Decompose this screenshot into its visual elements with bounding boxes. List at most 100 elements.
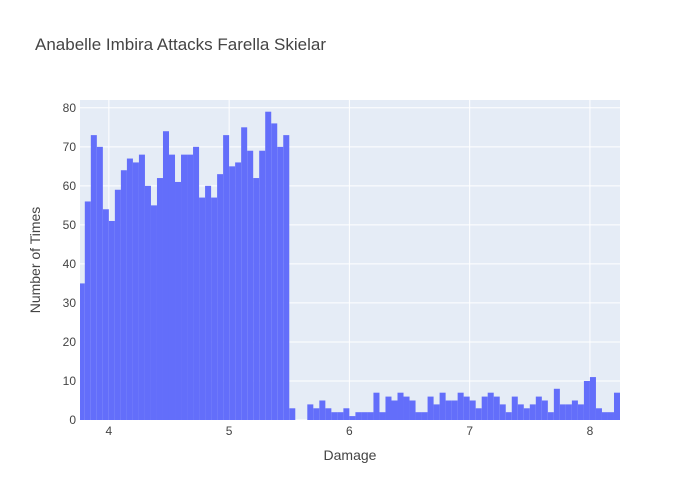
histogram-bar-57	[421, 412, 428, 420]
histogram-bar-70	[499, 404, 506, 420]
y-tick-label: 0	[69, 413, 76, 427]
histogram-bar-56	[415, 412, 422, 420]
histogram-bar-48	[367, 412, 374, 420]
histogram-bar-75	[529, 404, 536, 420]
histogram-bar-3	[96, 146, 103, 420]
histogram-bar-17	[181, 154, 188, 420]
histogram-bar-25	[229, 166, 236, 420]
histogram-bar-53	[397, 392, 404, 420]
histogram-bar-46	[355, 412, 362, 420]
histogram-bar-24	[223, 135, 230, 420]
histogram-bar-0	[80, 283, 85, 420]
histogram-bar-43	[337, 412, 344, 420]
histogram-bar-87	[601, 412, 608, 420]
histogram-bar-13	[156, 178, 163, 420]
histogram-bar-52	[391, 400, 398, 420]
y-tick-label: 80	[63, 101, 77, 115]
histogram-bar-79	[553, 388, 560, 420]
histogram-bar-55	[409, 400, 416, 420]
histogram-bar-50	[379, 412, 386, 420]
histogram-bar-28	[247, 150, 254, 421]
histogram-bar-63	[457, 392, 464, 420]
y-tick-label: 10	[63, 374, 77, 388]
histogram-bar-16	[175, 181, 182, 420]
histogram-bar-2	[90, 135, 97, 420]
histogram-bar-22	[211, 197, 218, 420]
histogram-bar-23	[217, 174, 224, 420]
histogram-bar-74	[523, 408, 530, 420]
x-tick-label: 5	[226, 424, 233, 438]
histogram-bar-40	[319, 400, 326, 420]
histogram-bar-61	[445, 400, 452, 420]
histogram-bar-81	[565, 404, 572, 420]
histogram-bar-83	[577, 404, 584, 420]
y-tick-label: 70	[63, 140, 77, 154]
histogram-bar-77	[541, 400, 548, 420]
histogram-bar-8	[126, 158, 133, 420]
histogram-bar-66	[475, 408, 482, 420]
histogram-bar-64	[463, 396, 470, 420]
histogram-bar-78	[547, 412, 554, 420]
histogram-bar-44	[343, 408, 350, 420]
histogram-bar-18	[187, 154, 194, 420]
histogram-bar-6	[114, 189, 121, 420]
histogram-bar-27	[241, 127, 248, 420]
histogram-bar-51	[385, 396, 392, 420]
y-tick-label: 50	[63, 218, 77, 232]
histogram-bar-59	[433, 404, 440, 420]
histogram-bar-39	[313, 408, 320, 420]
histogram-bar-45	[349, 416, 356, 420]
histogram-bar-88	[607, 412, 614, 420]
histogram-bar-71	[505, 412, 512, 420]
histogram-bar-35	[289, 408, 296, 420]
y-axis-ticks: 0 10 20 30 40 50 60 70 80	[63, 101, 77, 427]
histogram-bar-5	[108, 220, 115, 420]
bars	[80, 111, 620, 421]
histogram-bar-68	[487, 392, 494, 420]
x-tick-label: 8	[587, 424, 594, 438]
histogram-bar-89	[613, 392, 620, 420]
histogram-bar-30	[259, 150, 266, 421]
histogram-bar-67	[481, 396, 488, 420]
histogram-bar-69	[493, 396, 500, 420]
histogram-bar-38	[307, 404, 314, 420]
y-tick-label: 20	[63, 335, 77, 349]
histogram-bar-62	[451, 400, 458, 420]
histogram-bar-10	[138, 154, 145, 420]
histogram-bar-7	[120, 170, 127, 420]
histogram-bar-85	[589, 377, 596, 420]
y-tick-label: 60	[63, 179, 77, 193]
histogram-bar-11	[144, 185, 151, 420]
x-axis-ticks: 4 5 6 7 8	[106, 424, 594, 438]
histogram-bar-84	[583, 380, 590, 420]
histogram-bar-73	[517, 404, 524, 420]
histogram-bar-29	[253, 178, 260, 420]
histogram-bar-34	[283, 135, 290, 420]
histogram-bar-47	[361, 412, 368, 420]
histogram-bar-4	[102, 209, 109, 420]
histogram-bar-58	[427, 396, 434, 420]
histogram-bar-26	[235, 162, 242, 420]
histogram-bar-86	[595, 408, 602, 420]
histogram-bar-41	[325, 408, 332, 420]
x-tick-label: 6	[346, 424, 353, 438]
histogram-bar-32	[271, 123, 278, 420]
x-tick-label: 4	[106, 424, 113, 438]
x-axis-title: Damage	[324, 447, 377, 463]
histogram-bar-12	[150, 205, 157, 420]
histogram-bar-9	[132, 162, 139, 420]
histogram-bar-80	[559, 404, 566, 420]
histogram-bar-65	[469, 400, 476, 420]
histogram-bar-42	[331, 412, 338, 420]
histogram-bar-20	[199, 197, 206, 420]
histogram-bar-60	[439, 392, 446, 420]
histogram-bar-19	[193, 146, 200, 420]
x-tick-label: 7	[466, 424, 473, 438]
chart-title: Anabelle Imbira Attacks Farella Skielar	[35, 35, 326, 54]
histogram-bar-1	[84, 201, 91, 420]
histogram-bar-31	[265, 111, 272, 421]
histogram-bar-33	[277, 146, 284, 420]
histogram-bar-82	[571, 400, 578, 420]
histogram-bar-76	[535, 396, 542, 420]
